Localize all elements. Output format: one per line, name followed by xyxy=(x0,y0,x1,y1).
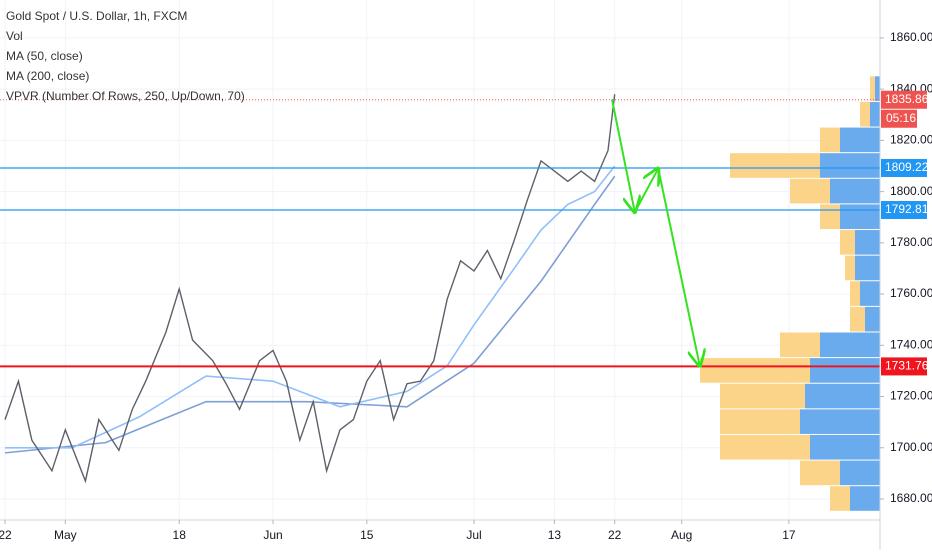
profile-up-bar xyxy=(865,306,880,332)
price-badge xyxy=(881,201,927,220)
projection-arrow xyxy=(633,169,658,213)
y-tick-label: 1860.00 xyxy=(890,30,932,44)
legend-entry: Vol xyxy=(6,29,23,43)
y-tick-label: 1760.00 xyxy=(890,286,932,300)
price-badge-label: 1809.22 xyxy=(885,160,929,174)
profile-up-bar xyxy=(800,409,880,434)
legend-title: Gold Spot / U.S. Dollar, 1h, FXCM xyxy=(6,9,187,23)
x-tick-label: May xyxy=(54,528,77,542)
y-tick-label: 1720.00 xyxy=(890,389,932,403)
profile-up-bar xyxy=(820,153,880,178)
moving-average-line xyxy=(5,165,616,449)
profile-down-bar xyxy=(800,460,840,486)
profile-down-bar xyxy=(730,153,820,178)
legend-entry: MA (200, close) xyxy=(6,69,89,83)
profile-down-bar xyxy=(780,332,820,358)
x-tick-label: 18 xyxy=(173,528,187,542)
profile-down-bar xyxy=(720,409,800,434)
y-tick-label: 1780.00 xyxy=(890,235,932,249)
profile-up-bar xyxy=(840,460,880,486)
x-tick-label: Aug xyxy=(671,528,692,542)
y-tick-label: 1740.00 xyxy=(890,337,932,351)
profile-down-bar xyxy=(870,76,875,101)
profile-down-bar xyxy=(860,101,870,127)
profile-up-bar xyxy=(850,486,880,511)
profile-up-bar xyxy=(820,332,880,358)
price-badge xyxy=(881,158,927,177)
profile-up-bar xyxy=(870,101,880,127)
countdown-label: 05:16 xyxy=(886,111,916,125)
profile-up-bar xyxy=(860,281,880,306)
x-tick-label: 22 xyxy=(0,528,12,542)
moving-average-line xyxy=(4,175,616,454)
profile-down-bar xyxy=(700,358,810,383)
profile-down-bar xyxy=(720,383,805,409)
price-badge xyxy=(881,90,927,109)
profile-up-bar xyxy=(840,204,880,230)
profile-down-bar xyxy=(850,281,860,306)
profile-down-bar xyxy=(820,204,840,230)
profile-down-bar xyxy=(830,486,850,511)
price-badge-label: 1731.76 xyxy=(885,359,929,373)
projection-arrow xyxy=(611,99,635,212)
y-tick-label: 1820.00 xyxy=(890,133,932,147)
x-tick-label: 17 xyxy=(782,528,796,542)
profile-up-bar xyxy=(805,383,880,409)
y-tick-label: 1680.00 xyxy=(890,491,932,505)
profile-up-bar xyxy=(810,434,880,460)
y-tick-label: 1700.00 xyxy=(890,440,932,454)
x-tick-label: 13 xyxy=(548,528,562,542)
x-tick-label: 22 xyxy=(608,528,622,542)
profile-down-bar xyxy=(840,230,855,255)
price-badge-label: 1835.86 xyxy=(885,92,929,106)
profile-down-bar xyxy=(845,255,855,281)
x-tick-label: Jun xyxy=(263,528,282,542)
countdown-badge xyxy=(881,109,917,128)
profile-up-bar xyxy=(840,127,880,153)
price-badge xyxy=(881,357,927,376)
profile-up-bar xyxy=(855,230,880,255)
profile-up-bar xyxy=(830,178,880,204)
legend-entry: VPVR (Number Of Rows, 250, Up/Down, 70) xyxy=(6,89,245,103)
profile-up-bar xyxy=(875,76,880,101)
profile-down-bar xyxy=(790,178,830,204)
profile-up-bar xyxy=(855,255,880,281)
profile-up-bar xyxy=(810,358,880,383)
projection-arrow xyxy=(657,168,700,366)
legend-entry: MA (50, close) xyxy=(6,49,83,63)
y-tick-label: 1800.00 xyxy=(890,184,932,198)
price-badge-label: 1792.81 xyxy=(885,202,929,216)
profile-down-bar xyxy=(820,127,840,153)
profile-down-bar xyxy=(850,306,865,332)
price-line xyxy=(4,94,616,484)
x-tick-label: 15 xyxy=(360,528,374,542)
profile-down-bar xyxy=(720,434,810,460)
x-tick-label: Jul xyxy=(466,528,481,542)
